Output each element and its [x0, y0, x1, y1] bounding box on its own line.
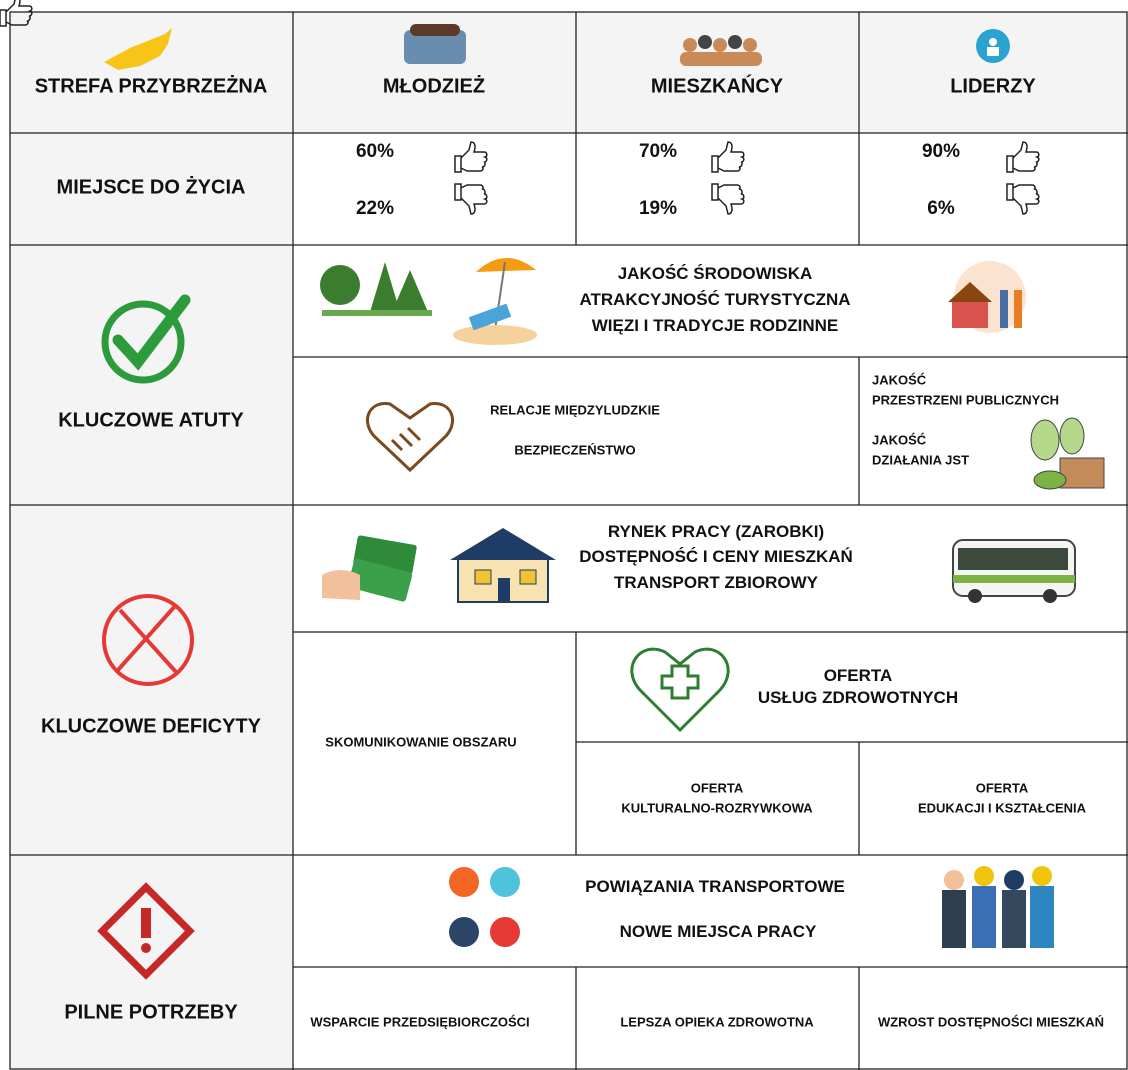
grid-lines — [9, 11, 1128, 1070]
handshake-icon — [365, 402, 455, 473]
deficit-item: DOSTĘPNOŚĆ I CENY MIESZKAŃ — [579, 547, 853, 566]
strength-item: PRZESTRZENI PUBLICZNYCH — [872, 392, 1060, 408]
check-icon — [101, 294, 191, 384]
need-item: WZROST DOSTĘPNOŚCI MIESZKAŃ — [877, 1014, 1105, 1030]
money-icon — [322, 535, 417, 602]
positive-share: 60% — [355, 141, 395, 162]
need-item: POWIĄZANIA TRANSPORTOWE — [585, 877, 845, 896]
need-item: LEPSZA OPIEKA ZDROWOTNA — [620, 1014, 814, 1030]
deficit-item: SKOMUNIKOWANIE OBSZARU — [325, 734, 517, 750]
youth-icon — [404, 24, 466, 64]
residents-icon — [680, 35, 762, 66]
region-map-icon — [104, 28, 172, 70]
workers-icon — [942, 866, 1054, 948]
cross-icon — [102, 594, 194, 686]
deficit-item: OFERTA — [690, 780, 744, 796]
group-title: MŁODZIEŻ — [382, 75, 486, 98]
need-item: WSPARCIE PRZEDSIĘBIORCZOŚCI — [310, 1014, 530, 1030]
negative-share: 22% — [355, 198, 395, 219]
need-item: NOWE MIEJSCA PRACY — [619, 922, 817, 941]
row-label: PILNE POTRZEBY — [64, 1001, 238, 1024]
deficit-item: KULTURALNO-ROZRYWKOWA — [621, 800, 813, 816]
strength-item: WIĘZI I TRADYCJE RODZINNE — [591, 316, 839, 335]
family-icon — [948, 261, 1026, 333]
park-icon — [1030, 417, 1105, 490]
region-title: STREFA PRZYBRZEŻNA — [34, 75, 268, 98]
group-title: LIDERZY — [950, 75, 1036, 98]
health-icon — [630, 647, 730, 733]
strength-item: JAKOŚĆ — [872, 432, 927, 448]
label-column-background — [10, 12, 293, 1070]
negative-share: 6% — [927, 198, 955, 219]
deficit-item: OFERTA — [823, 666, 893, 685]
deficit-item: TRANSPORT ZBIOROWY — [614, 573, 818, 592]
transport-pins-icon — [449, 867, 520, 947]
warning-icon — [97, 882, 195, 980]
negative-share: 19% — [638, 198, 678, 219]
group-title: MIESZKAŃCY — [650, 75, 784, 98]
strength-item: JAKOŚĆ — [872, 372, 927, 388]
row-label: KLUCZOWE ATUTY — [58, 409, 244, 432]
deficit-item: USŁUG ZDROWOTNYCH — [757, 688, 959, 707]
leaders-icon — [976, 29, 1010, 63]
strength-item: JAKOŚĆ ŚRODOWISKA — [617, 264, 813, 283]
strength-item: BEZPIECZEŃSTWO — [514, 442, 636, 458]
bus-icon — [952, 539, 1076, 603]
positive-share: 90% — [921, 141, 961, 162]
house-icon — [450, 528, 556, 603]
row-label: KLUCZOWE DEFICYTY — [41, 715, 261, 738]
positive-share: 70% — [638, 141, 678, 162]
strength-item: DZIAŁANIA JST — [872, 452, 970, 468]
row-label: MIEJSCE DO ŻYCIA — [56, 176, 246, 199]
strength-item: ATRAKCYJNOŚĆ TURYSTYCZNA — [579, 290, 851, 309]
deficit-item: EDUKACJI I KSZTAŁCENIA — [917, 800, 1087, 816]
thumb-icons — [0, 0, 1040, 215]
trees-icon — [320, 262, 432, 316]
strength-item: RELACJE MIĘDZYLUDZKIE — [490, 402, 660, 418]
deficit-item: OFERTA — [975, 780, 1029, 796]
beach-icon — [453, 257, 537, 345]
deficit-item: RYNEK PRACY (ZAROBKI) — [607, 522, 825, 541]
